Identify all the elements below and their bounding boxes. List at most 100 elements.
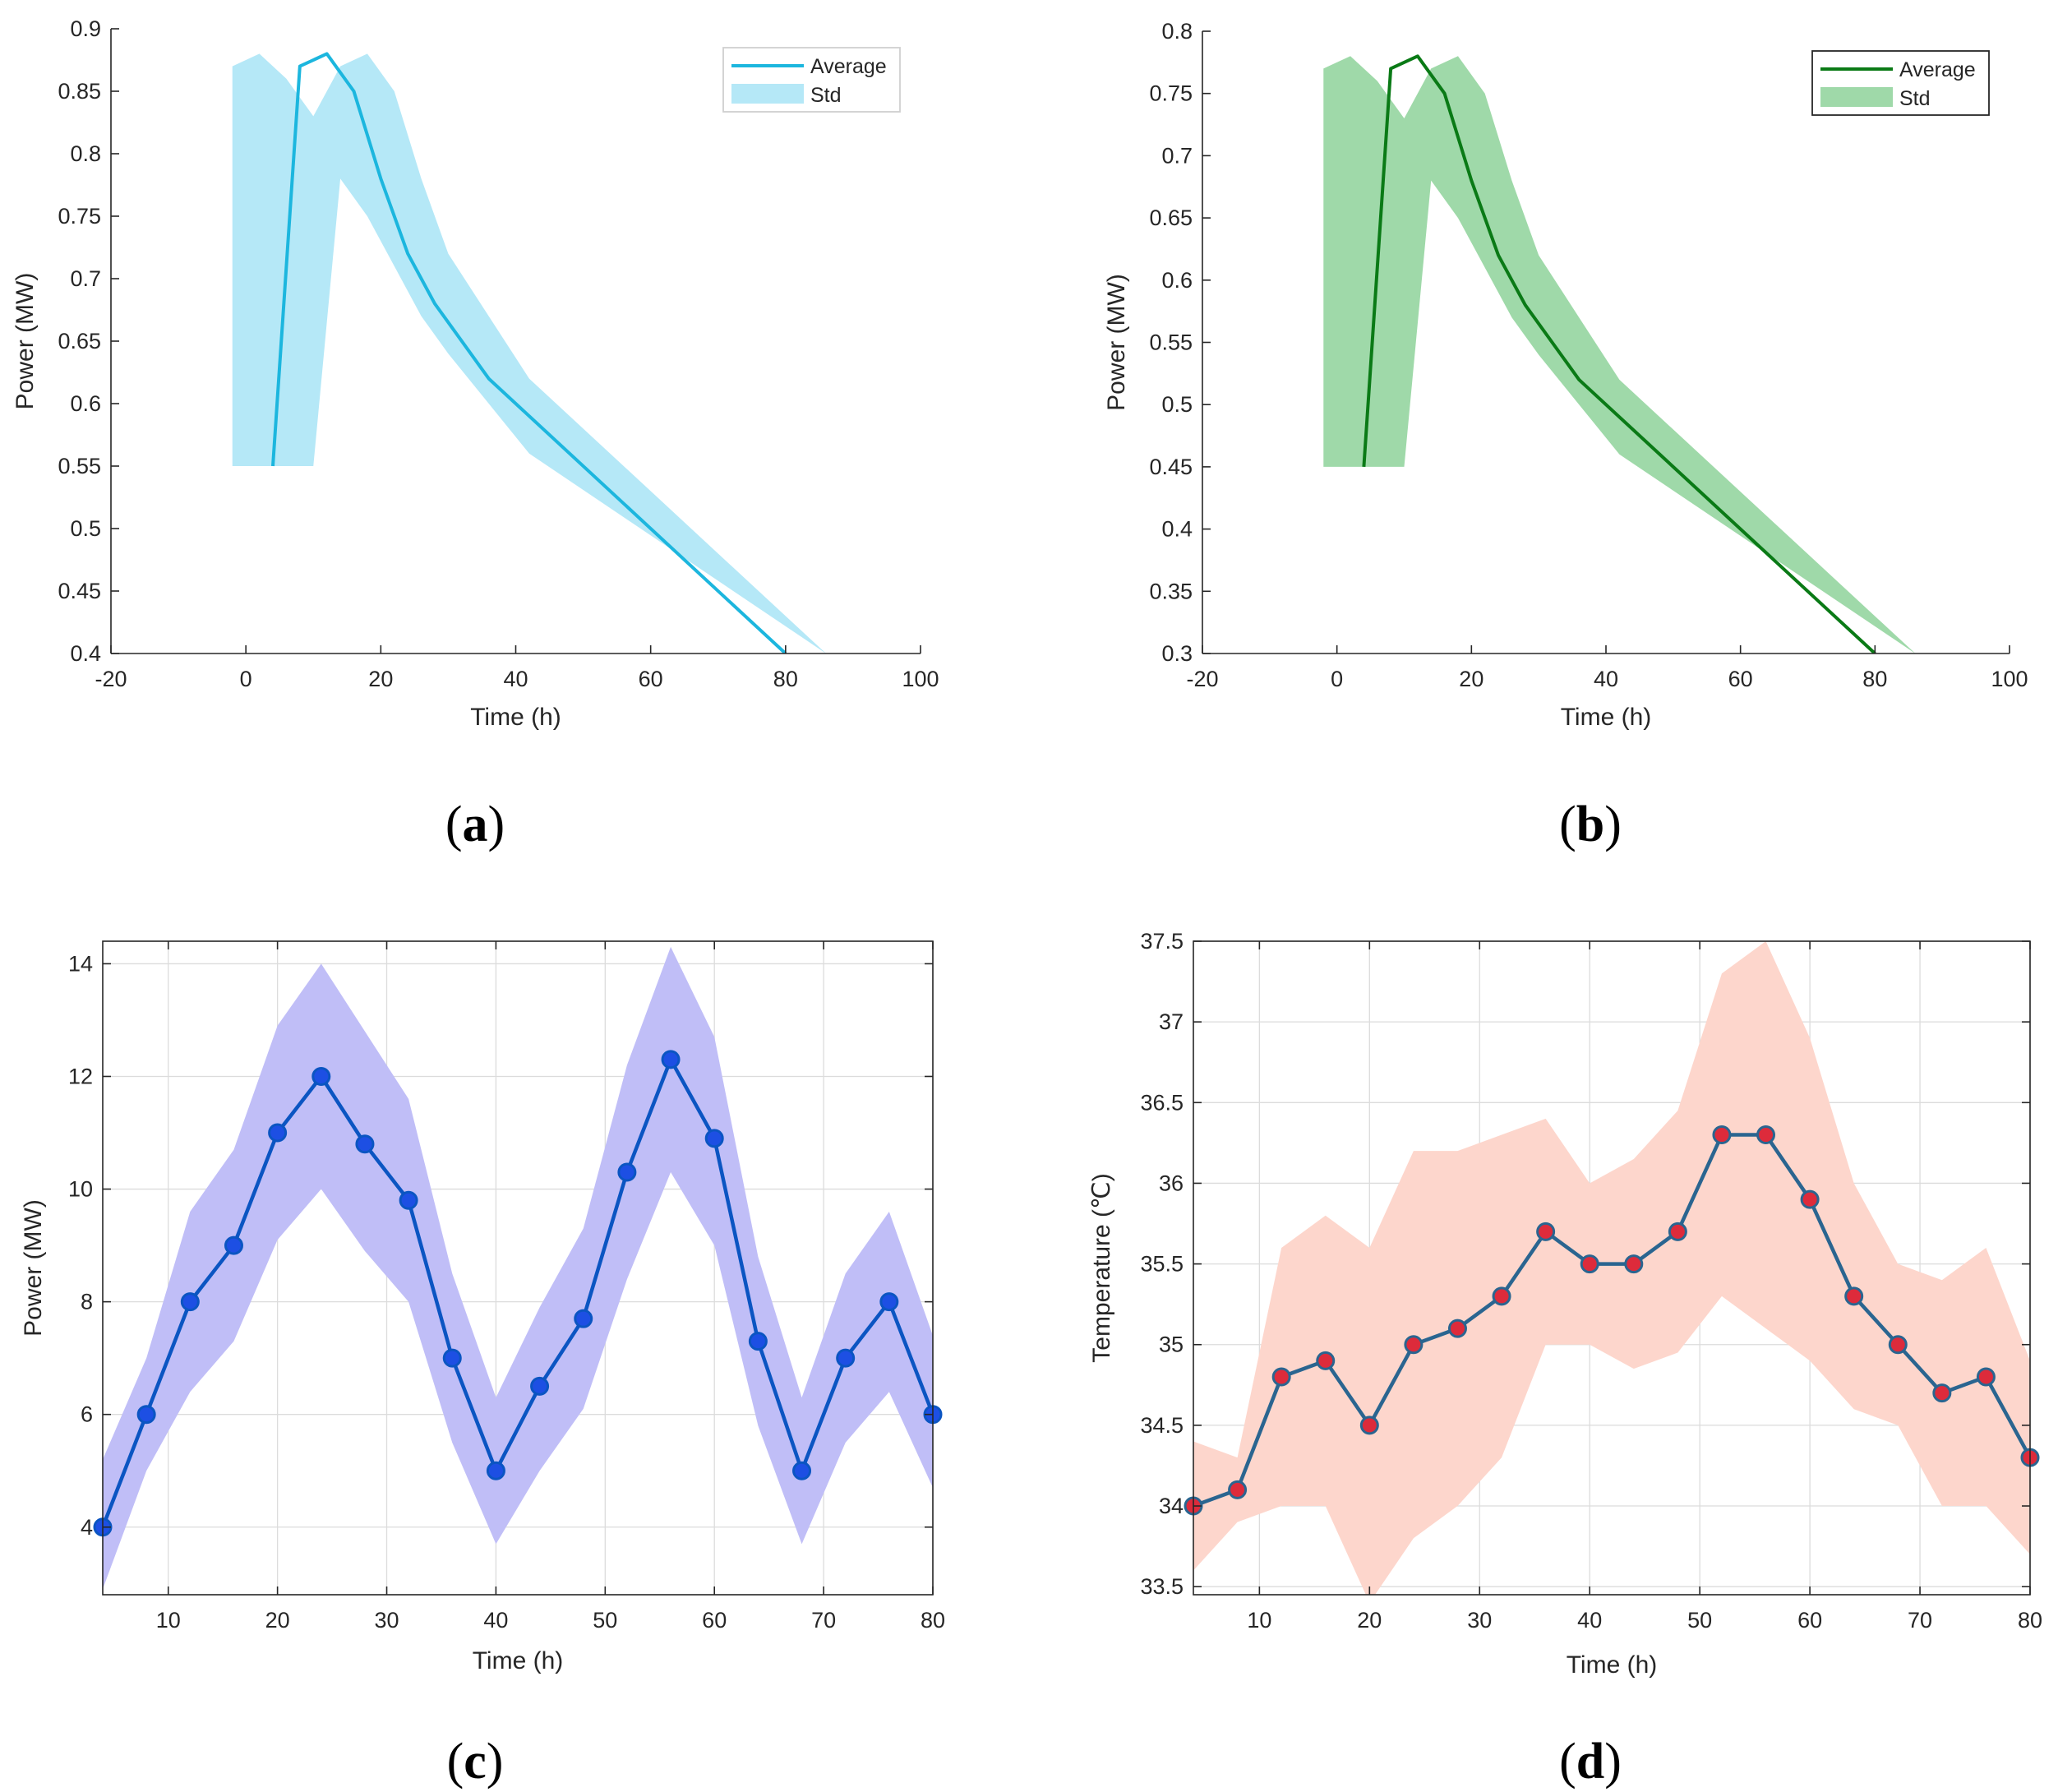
data-point xyxy=(836,1348,856,1368)
data-point xyxy=(399,1190,418,1210)
average-line-a xyxy=(271,52,787,654)
x-tick-label: 50 xyxy=(1687,1608,1712,1633)
y-tick-label: 0.65 xyxy=(1149,206,1193,230)
data-point xyxy=(661,1050,681,1069)
data-point xyxy=(1668,1222,1687,1241)
data-point xyxy=(1271,1367,1291,1387)
y-tick-label: 0.6 xyxy=(70,391,101,416)
y-tick-label: 8 xyxy=(81,1290,93,1314)
plot-area-c xyxy=(103,946,933,1590)
x-tick-label: 10 xyxy=(1247,1608,1271,1633)
y-tick-label: 34.5 xyxy=(1140,1413,1184,1438)
data-point xyxy=(574,1309,593,1328)
y-tick-label: 0.65 xyxy=(58,329,101,353)
x-tick-label: 10 xyxy=(156,1608,181,1633)
y-tick-label: 0.75 xyxy=(58,204,101,229)
y-tick-label: 0.45 xyxy=(1149,455,1193,479)
x-axis-label: Time (h) xyxy=(473,1647,564,1674)
data-point xyxy=(879,1292,899,1312)
x-tick-label: 70 xyxy=(1908,1608,1932,1633)
legend-swatch-std xyxy=(731,84,804,104)
y-tick-label: 0.5 xyxy=(1161,392,1193,417)
data-point xyxy=(1492,1286,1511,1306)
data-point xyxy=(1844,1286,1864,1306)
data-point xyxy=(1888,1335,1908,1355)
x-tick-label: 50 xyxy=(593,1608,617,1633)
data-point xyxy=(224,1235,243,1255)
std-band-a xyxy=(232,53,827,654)
y-tick-label: 14 xyxy=(68,951,93,976)
x-tick-label: 30 xyxy=(375,1608,399,1633)
x-tick-label: 60 xyxy=(702,1608,727,1633)
plot-area-d xyxy=(1193,941,2030,1595)
legend-a: Average Std xyxy=(722,47,901,113)
panel-label-c: (c) xyxy=(447,1734,504,1790)
panel-label-a: (a) xyxy=(445,797,505,852)
chart-d: 10 20 30 40 50 60 70 80 33.5 34 34.5 35 35.5 36 36.5 37… xyxy=(1088,929,2042,1790)
data-point xyxy=(268,1123,288,1143)
legend-label-average: Average xyxy=(1899,58,1976,81)
y-tick-label: 0.9 xyxy=(70,16,101,41)
data-point xyxy=(1976,1367,1996,1387)
data-point xyxy=(1800,1189,1820,1209)
x-tick-label: 0 xyxy=(1331,667,1343,691)
x-tick-label: 100 xyxy=(1991,667,2028,691)
legend-b: Average Std xyxy=(1811,50,1990,116)
y-tick-label: 0.8 xyxy=(1161,19,1193,44)
data-point xyxy=(530,1376,550,1396)
y-tick-label: 33.5 xyxy=(1140,1574,1184,1599)
x-tick-label: 40 xyxy=(483,1608,508,1633)
data-point xyxy=(486,1461,505,1480)
legend-label-std: Std xyxy=(1899,87,1931,110)
data-point xyxy=(1359,1416,1379,1435)
data-point xyxy=(1536,1222,1556,1241)
data-point xyxy=(442,1348,462,1368)
data-point xyxy=(1447,1319,1467,1338)
y-tick-label: 0.4 xyxy=(70,641,101,666)
y-tick-label: 37.5 xyxy=(1140,929,1184,954)
x-axis-label: Time (h) xyxy=(1561,704,1652,731)
y-tick-label: 0.55 xyxy=(58,454,101,478)
y-tick-label: 12 xyxy=(68,1064,93,1088)
y-tick-label: 36 xyxy=(1159,1171,1184,1195)
average-line-b xyxy=(1362,54,1876,654)
x-tick-label: 40 xyxy=(1577,1608,1602,1633)
std-band-b xyxy=(1323,56,1916,654)
y-tick-label: 0.3 xyxy=(1161,641,1193,666)
data-point xyxy=(355,1134,375,1154)
legend-label-std: Std xyxy=(810,84,842,107)
data-point xyxy=(1228,1480,1248,1499)
y-tick-label: 0.4 xyxy=(1161,517,1193,542)
y-tick-label: 6 xyxy=(81,1402,93,1427)
y-tick-label: 35.5 xyxy=(1140,1252,1184,1277)
y-tick-label: 0.45 xyxy=(58,579,101,603)
x-tick-label: 80 xyxy=(921,1608,945,1633)
data-point xyxy=(748,1332,768,1351)
x-tick-label: -20 xyxy=(1186,667,1218,691)
data-point xyxy=(136,1405,156,1425)
y-tick-label: 0.55 xyxy=(1149,330,1193,355)
y-tick-label: 0.75 xyxy=(1149,81,1193,106)
data-point xyxy=(1404,1335,1424,1355)
average-line-d xyxy=(1193,1133,2030,1508)
chart-b: -20 0 20 40 60 80 100 0.3 0.35 0.4 0.45 0.5 0.55 0.6 0… xyxy=(1103,19,2028,852)
y-tick-label: 35 xyxy=(1159,1332,1184,1357)
std-band-d xyxy=(1193,941,2030,1595)
std-band-c xyxy=(103,946,933,1590)
axes-box xyxy=(1193,940,2031,1596)
y-axis-label: Power (MW) xyxy=(20,1199,47,1337)
data-point xyxy=(704,1129,724,1148)
y-tick-label: 0.6 xyxy=(1161,268,1193,293)
data-point xyxy=(1624,1254,1644,1274)
x-axis-label: Time (h) xyxy=(470,704,561,731)
y-tick-label: 0.7 xyxy=(70,266,101,291)
x-tick-label: 100 xyxy=(902,667,939,691)
y-axis-label: Power (MW) xyxy=(1103,274,1130,411)
data-point xyxy=(617,1162,637,1182)
legend-swatch-std xyxy=(1820,87,1893,107)
legend-label-average: Average xyxy=(810,55,887,78)
plot-area-b xyxy=(1323,54,1916,654)
x-axis-label: Time (h) xyxy=(1567,1651,1658,1679)
data-point xyxy=(1316,1351,1336,1370)
